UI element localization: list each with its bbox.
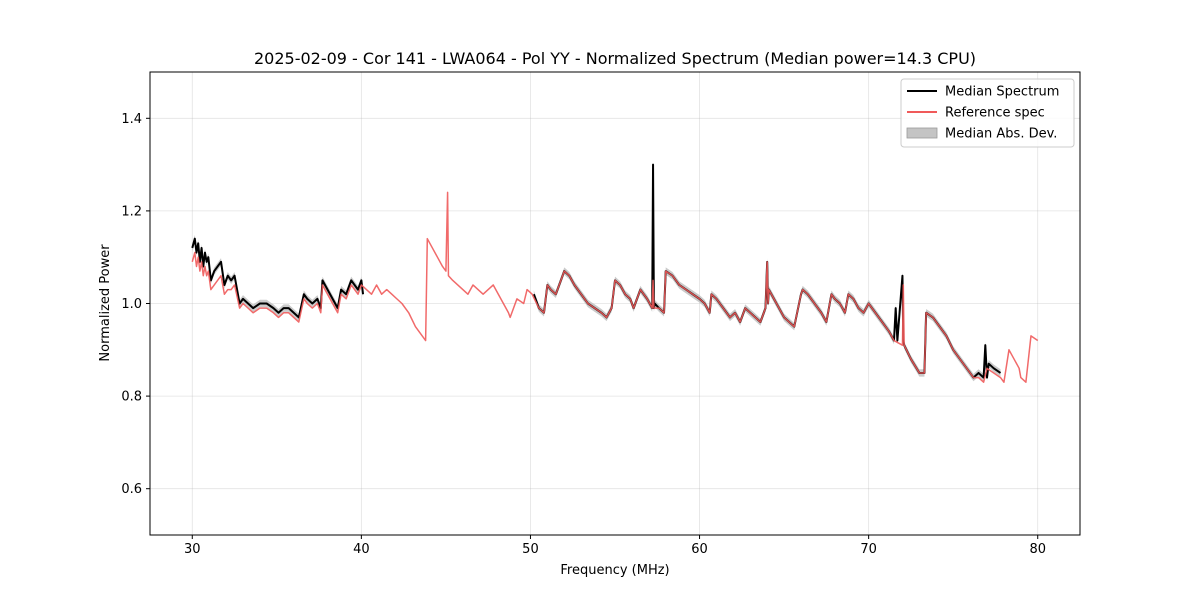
- chart-title: 2025-02-09 - Cor 141 - LWA064 - Pol YY -…: [254, 49, 976, 68]
- y-axis-label: Normalized Power: [98, 244, 113, 362]
- legend-swatch: [906, 127, 938, 139]
- legend: Median Spectrum Reference spec Median Abs.…: [900, 78, 1075, 148]
- x-tick-label: 60: [691, 542, 708, 557]
- x-axis-ticks: 30 40 50 60 70 80: [184, 535, 1046, 557]
- legend-label: Median Spectrum: [945, 85, 1059, 100]
- y-tick-label: 0.6: [121, 482, 142, 497]
- x-tick-label: 50: [522, 542, 539, 557]
- x-tick-label: 40: [353, 542, 370, 557]
- x-axis-label: Frequency (MHz): [560, 563, 669, 578]
- legend-box: [900, 78, 1075, 148]
- x-tick-label: 80: [1029, 542, 1046, 557]
- legend-label: Median Abs. Dev.: [945, 127, 1057, 142]
- median-spectrum-line: [191, 237, 365, 319]
- y-axis-ticks: 0.6 0.8 1.0 1.2 1.4: [121, 112, 150, 497]
- y-tick-label: 1.0: [121, 297, 142, 312]
- y-tick-label: 0.8: [121, 390, 142, 405]
- y-tick-label: 1.2: [121, 204, 142, 219]
- y-tick-label: 1.4: [121, 112, 142, 127]
- x-tick-label: 30: [184, 542, 201, 557]
- legend-label: Reference spec: [945, 106, 1045, 121]
- mad-band-region: [533, 160, 1001, 382]
- series-layer: [191, 163, 1039, 383]
- x-tick-label: 70: [860, 542, 877, 557]
- reference-spectrum-line: [191, 191, 1039, 383]
